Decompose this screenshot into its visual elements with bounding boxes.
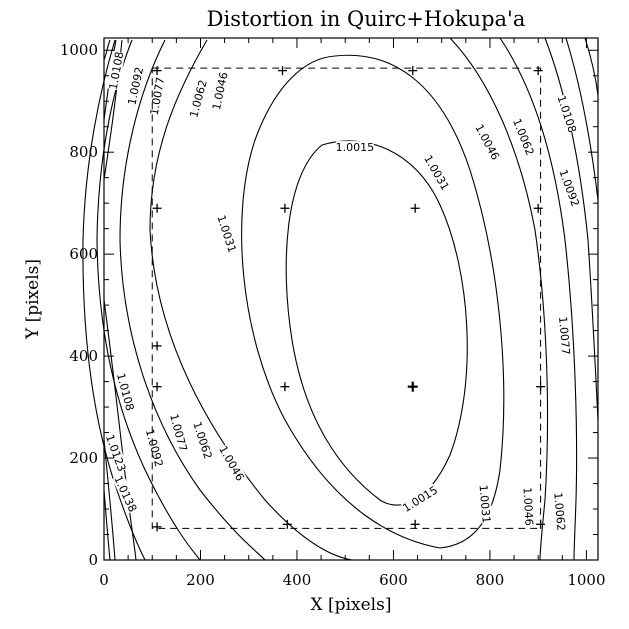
contour-label-1.0092: 1.0092 xyxy=(143,428,166,469)
contour-label-backing xyxy=(168,412,190,453)
contour-label-1.0077: 1.0077 xyxy=(148,76,167,116)
contour-label-backing xyxy=(557,167,582,208)
y-tick-label: 800 xyxy=(69,143,98,161)
contour-line-1.0015 xyxy=(285,140,468,506)
plus-marker xyxy=(152,341,162,351)
plus-marker xyxy=(280,382,290,392)
contour-label-backing xyxy=(555,94,579,134)
contour-label-backing xyxy=(521,487,536,526)
contour-line-1.0062 xyxy=(499,37,578,561)
x-tick-label: 600 xyxy=(379,571,408,589)
plus-marker xyxy=(280,203,290,213)
plus-marker xyxy=(282,519,292,529)
contour-label-1.0092: 1.0092 xyxy=(556,168,581,209)
x-axis: 0 200 400 600 800 1000 xyxy=(99,38,606,589)
x-tick-label: 800 xyxy=(476,571,505,589)
contour-label-backing xyxy=(552,492,568,532)
contour-line-1.0062 xyxy=(119,39,266,561)
y-tick-label: 600 xyxy=(69,245,98,263)
contour-label-backing xyxy=(557,316,573,356)
y-tick-label: 1000 xyxy=(60,41,98,59)
chart-title: Distortion in Quirc+Hokupa'a xyxy=(207,7,526,31)
y-tick-label: 400 xyxy=(69,347,98,365)
contour-label-1.0092: 1.0092 xyxy=(125,66,146,106)
contour-label-1.0031: 1.0031 xyxy=(421,153,452,193)
contour-label-1.0062: 1.0062 xyxy=(187,79,210,120)
contour-label-1.0062: 1.0062 xyxy=(551,492,567,531)
plus-marker xyxy=(533,203,543,213)
contour-label-1.0046: 1.0046 xyxy=(210,71,231,111)
contour-label-1.0108: 1.0108 xyxy=(555,94,579,135)
y-tick-label: 200 xyxy=(69,449,98,467)
contour-label-1.0062: 1.0062 xyxy=(190,420,214,461)
x-tick-label: 400 xyxy=(283,571,312,589)
x-axis-label: X [pixels] xyxy=(311,595,392,615)
contour-line-1.0031 xyxy=(241,54,505,549)
contour-label-1.0031: 1.0031 xyxy=(214,214,238,255)
contour-line-1.0046 xyxy=(449,37,549,561)
x-tick-label: 1000 xyxy=(567,571,605,589)
contour-label-1.0031: 1.0031 xyxy=(476,484,492,523)
contour-label-1.0046: 1.0046 xyxy=(521,487,536,526)
contour-label-1.0015: 1.0015 xyxy=(400,484,440,515)
plus-marker xyxy=(533,66,543,76)
contour-label-1.0138: 1.0138 xyxy=(111,474,139,514)
contour-label-backing xyxy=(335,141,374,154)
fiducial-markers xyxy=(152,66,546,532)
y-axis: 0 200 400 600 800 1000 xyxy=(60,41,598,569)
plus-marker xyxy=(152,382,162,392)
contour-line-1.0108 xyxy=(584,37,599,96)
contour-line-1.0123 xyxy=(103,439,116,561)
contour-label-backing xyxy=(112,473,140,514)
contour-line-1.0077 xyxy=(544,37,599,421)
contour-label-1.0046: 1.0046 xyxy=(216,443,247,483)
contour-label-backing xyxy=(187,78,209,119)
plus-marker xyxy=(536,519,546,529)
contour-label-backing xyxy=(209,71,230,111)
y-axis-label: Y [pixels] xyxy=(23,259,43,340)
plus-marker xyxy=(408,66,418,76)
contour-lines xyxy=(82,37,599,561)
x-tick-label: 0 xyxy=(99,571,109,589)
plus-marker xyxy=(152,66,162,76)
contour-labels: 1.00151.00151.00311.00311.00311.00461.00… xyxy=(103,51,582,532)
contour-label-backing xyxy=(191,420,215,461)
plus-marker xyxy=(407,381,418,392)
contour-line-1.0138 xyxy=(103,489,111,561)
contour-label-backing xyxy=(114,371,137,412)
plus-marker xyxy=(277,66,287,76)
contour-label-backing xyxy=(215,213,239,254)
contour-label-backing xyxy=(400,483,440,514)
plot-frame xyxy=(103,37,599,561)
contour-label-backing xyxy=(143,427,166,468)
contour-line-1.0046 xyxy=(149,39,353,561)
plus-marker xyxy=(152,522,162,532)
contour-label-backing xyxy=(217,443,247,483)
plus-marker xyxy=(152,203,162,213)
contour-label-backing xyxy=(422,153,452,193)
contour-label-1.0015: 1.0015 xyxy=(336,141,375,154)
contour-label-backing xyxy=(477,484,493,524)
plus-marker xyxy=(410,203,420,213)
y-tick-label: 0 xyxy=(88,551,98,569)
contour-line-1.0092 xyxy=(82,39,146,561)
contour-label-backing xyxy=(473,122,502,162)
contour-line-1.0108 xyxy=(103,299,137,561)
contour-label-backing xyxy=(103,433,129,473)
contour-label-backing xyxy=(511,117,537,157)
detector-field-box xyxy=(151,67,542,529)
contour-label-1.0077: 1.0077 xyxy=(556,316,572,355)
contour-label-1.0077: 1.0077 xyxy=(167,412,190,453)
x-tick-label: 200 xyxy=(186,571,215,589)
contour-label-backing xyxy=(125,66,146,106)
plus-marker xyxy=(536,382,546,392)
plus-marker xyxy=(410,519,420,529)
contour-line-1.0092 xyxy=(565,37,599,201)
contour-label-backing xyxy=(106,50,126,91)
contour-label-1.0046: 1.0046 xyxy=(472,122,502,162)
